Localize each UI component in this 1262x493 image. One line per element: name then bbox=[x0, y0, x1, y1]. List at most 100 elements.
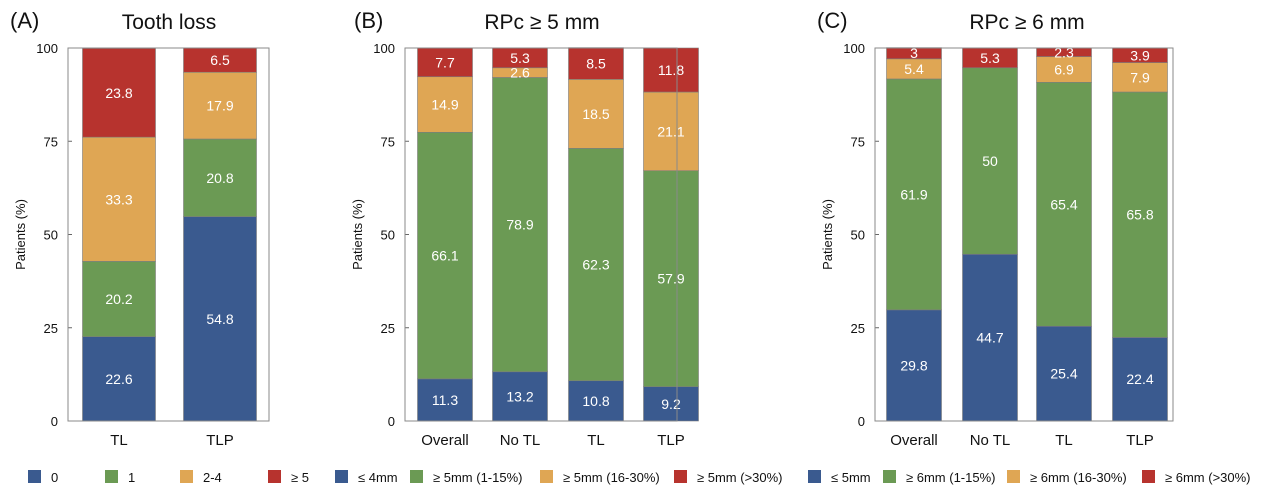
bar-segment bbox=[417, 378, 473, 422]
x-tick-label: Overall bbox=[421, 432, 469, 449]
data-label: 11.8 bbox=[658, 62, 684, 78]
legend-swatch bbox=[883, 470, 896, 483]
legend-swatch bbox=[180, 470, 193, 483]
data-label: 6.9 bbox=[1054, 61, 1074, 77]
data-label: 21.1 bbox=[657, 123, 684, 139]
bar-segment bbox=[82, 336, 156, 422]
legend-label: ≥ 5mm (16-30%) bbox=[563, 470, 660, 485]
plot-frame bbox=[874, 47, 1174, 422]
data-label: 18.5 bbox=[582, 106, 609, 122]
data-label: 8.5 bbox=[586, 55, 606, 71]
bar-segment bbox=[643, 47, 699, 93]
bar-segment bbox=[568, 79, 624, 149]
data-label: 3 bbox=[910, 45, 918, 61]
legend-swatch bbox=[1142, 470, 1155, 483]
data-label: 6.5 bbox=[210, 52, 230, 68]
y-tick-label: 25 bbox=[381, 321, 395, 336]
bar-segment bbox=[183, 47, 257, 73]
data-label: 23.8 bbox=[105, 85, 132, 101]
data-label: 14.9 bbox=[431, 97, 458, 113]
x-tick-label: No TL bbox=[500, 432, 541, 449]
legend-label: ≥ 5mm (>30%) bbox=[697, 470, 783, 485]
legend-label: 0 bbox=[51, 470, 58, 485]
legend-label: ≥ 6mm (16-30%) bbox=[1030, 470, 1127, 485]
data-label: 57.9 bbox=[657, 271, 684, 287]
panel-title: Tooth loss bbox=[122, 11, 217, 34]
bar-segment bbox=[492, 371, 548, 422]
bar-segment bbox=[643, 91, 699, 172]
bar-segment bbox=[417, 131, 473, 380]
legend-label: ≥ 6mm (1-15%) bbox=[906, 470, 995, 485]
data-label: 61.9 bbox=[900, 186, 927, 202]
legend-swatch bbox=[410, 470, 423, 483]
bar-segment bbox=[962, 253, 1018, 422]
legend-label: ≥ 5 bbox=[291, 470, 309, 485]
bar-segment bbox=[962, 67, 1018, 255]
panel-title: RPc ≥ 6 mm bbox=[969, 11, 1084, 34]
data-label: 66.1 bbox=[431, 248, 458, 264]
legend-label: ≥ 5mm (1-15%) bbox=[433, 470, 522, 485]
bar-segment bbox=[886, 78, 942, 311]
data-label: 11.3 bbox=[432, 392, 458, 408]
data-label: 65.8 bbox=[1126, 207, 1153, 223]
bar-segment bbox=[183, 71, 257, 140]
x-tick-label: TL bbox=[587, 432, 605, 449]
bar-segment bbox=[643, 386, 699, 422]
y-axis-label: Patients (%) bbox=[350, 199, 365, 270]
y-tick-label: 0 bbox=[51, 414, 58, 429]
legend-swatch bbox=[268, 470, 281, 483]
bar-segment bbox=[417, 76, 473, 133]
bar-segment bbox=[1112, 91, 1168, 338]
data-label: 5.3 bbox=[980, 50, 1000, 66]
data-label: 9.2 bbox=[661, 396, 681, 412]
y-tick-label: 75 bbox=[381, 134, 395, 149]
legend-label: 1 bbox=[128, 470, 135, 485]
plot-frame bbox=[404, 47, 678, 422]
legend-swatch bbox=[335, 470, 348, 483]
x-tick-label: TL bbox=[1055, 432, 1073, 449]
x-tick-label: Overall bbox=[890, 432, 938, 449]
data-label: 44.7 bbox=[976, 330, 1003, 346]
data-label: 50 bbox=[982, 153, 998, 169]
y-tick-label: 75 bbox=[851, 134, 865, 149]
data-label: 17.9 bbox=[206, 98, 233, 114]
y-tick-label: 25 bbox=[851, 321, 865, 336]
bar-segment bbox=[568, 47, 624, 80]
data-label: 13.2 bbox=[506, 388, 533, 404]
bar-segment bbox=[568, 380, 624, 422]
data-label: 20.2 bbox=[105, 291, 132, 307]
x-tick-label: No TL bbox=[970, 432, 1011, 449]
y-tick-label: 50 bbox=[851, 228, 865, 243]
legend-swatch bbox=[674, 470, 687, 483]
y-tick-label: 100 bbox=[373, 41, 395, 56]
legend-swatch bbox=[1007, 470, 1020, 483]
y-tick-label: 75 bbox=[44, 134, 58, 149]
data-label: 54.8 bbox=[206, 311, 233, 327]
panel-label: (A) bbox=[10, 8, 39, 33]
data-label: 7.7 bbox=[435, 54, 455, 70]
y-tick-label: 50 bbox=[381, 228, 395, 243]
panel-2: (C) RPc ≥ 6 mm Patients (%) 0 25 50 75 100 29.8 6… bbox=[817, 8, 1174, 449]
legend-swatch bbox=[28, 470, 41, 483]
y-tick-label: 100 bbox=[843, 41, 865, 56]
y-tick-label: 0 bbox=[858, 414, 865, 429]
x-tick-label: TL bbox=[110, 432, 128, 449]
data-label: 22.4 bbox=[1126, 371, 1153, 387]
legend-swatch bbox=[808, 470, 821, 483]
data-label: 78.9 bbox=[506, 217, 533, 233]
bar-segment bbox=[417, 47, 473, 78]
y-tick-label: 100 bbox=[36, 41, 58, 56]
data-label: 65.4 bbox=[1050, 196, 1077, 212]
x-tick-label: TLP bbox=[657, 432, 685, 449]
x-tick-label: TLP bbox=[1126, 432, 1154, 449]
y-tick-label: 25 bbox=[44, 321, 58, 336]
data-label: 2.6 bbox=[510, 65, 530, 81]
y-axis-label: Patients (%) bbox=[820, 199, 835, 270]
plot-frame bbox=[67, 47, 270, 422]
legend-swatch bbox=[540, 470, 553, 483]
legend-label: ≤ 5mm bbox=[831, 470, 871, 485]
data-label: 62.3 bbox=[582, 257, 609, 273]
panel-label: (B) bbox=[354, 8, 383, 33]
y-tick-label: 0 bbox=[388, 414, 395, 429]
